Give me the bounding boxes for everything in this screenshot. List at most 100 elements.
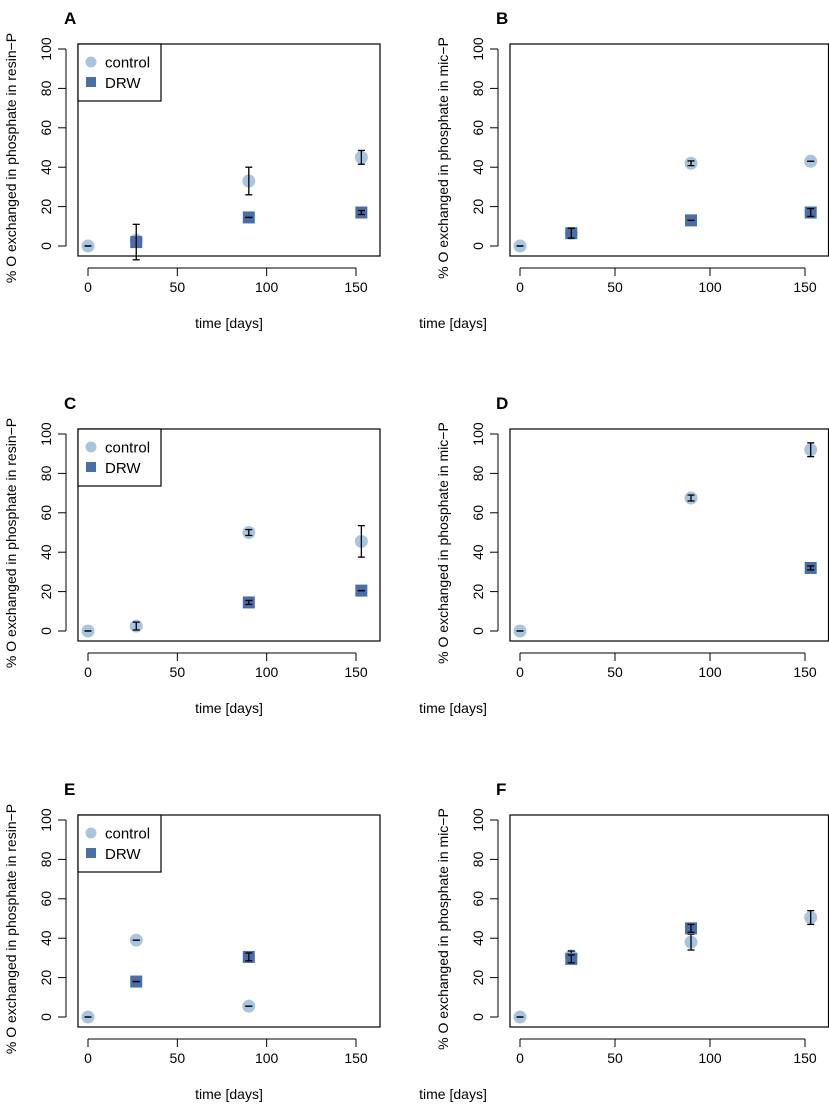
y-axis-title: % O exchanged in phosphate in mic−P	[435, 422, 451, 664]
x-tick-label: 0	[516, 664, 524, 680]
x-tick-label: 50	[607, 279, 623, 295]
x-tick-label: 100	[698, 1050, 722, 1066]
x-tick-label: 150	[344, 279, 368, 295]
y-tick-label: 20	[38, 584, 54, 600]
y-tick-label: 20	[38, 199, 54, 215]
series-drw	[804, 561, 817, 574]
x-axis-title: time [days]	[419, 315, 487, 331]
plot-frame	[509, 814, 829, 1028]
legend-marker-drw	[86, 77, 96, 87]
y-tick-label: 100	[470, 808, 486, 832]
x-tick-label: 50	[607, 1050, 623, 1066]
panel-letter: E	[64, 780, 75, 799]
x-tick-label: 150	[793, 664, 817, 680]
plot-frame	[509, 43, 829, 257]
legend-marker-control	[85, 56, 97, 68]
legend-box	[77, 43, 162, 102]
y-tick-label: 60	[38, 505, 54, 521]
x-tick-label: 50	[170, 279, 186, 295]
x-axis-title: time [days]	[195, 700, 263, 716]
y-axis-title: % O exchanged in phosphate in resin−P	[3, 33, 19, 283]
y-tick-label: 100	[38, 808, 54, 832]
x-tick-label: 100	[255, 1050, 279, 1066]
x-axis-title: time [days]	[419, 700, 487, 716]
y-tick-label: 0	[38, 242, 54, 250]
plot-frame	[77, 814, 381, 1028]
x-tick-label: 0	[84, 1050, 92, 1066]
panel-letter: A	[64, 9, 76, 28]
y-tick-label: 80	[38, 851, 54, 867]
y-tick-label: 40	[38, 544, 54, 560]
series-control	[81, 149, 368, 253]
legend: control DRW	[77, 428, 162, 487]
y-tick-label: 40	[38, 930, 54, 946]
y-tick-label: 80	[38, 80, 54, 96]
panel-letter: F	[496, 780, 506, 799]
series-control	[81, 933, 256, 1024]
x-tick-label: 100	[255, 279, 279, 295]
y-tick-label: 80	[470, 80, 486, 96]
legend-box	[77, 428, 162, 487]
x-tick-label: 0	[84, 664, 92, 680]
y-axis-title: % O exchanged in phosphate in resin−P	[3, 804, 19, 1054]
y-tick-label: 0	[38, 1013, 54, 1021]
legend-marker-control	[85, 827, 97, 839]
panel-e: E 0 20 40 60 80 100 0 50 100 150 time [days] % O exc…	[3, 780, 381, 1102]
y-tick-label: 100	[470, 422, 486, 446]
legend: control DRW	[77, 43, 162, 102]
y-tick-label: 100	[470, 37, 486, 61]
y-tick-label: 0	[470, 1013, 486, 1021]
legend-label-drw: DRW	[105, 75, 141, 92]
y-tick-label: 20	[470, 970, 486, 986]
legend: control DRW	[77, 814, 162, 873]
x-tick-label: 50	[170, 1050, 186, 1066]
series-control	[513, 909, 818, 1024]
legend-marker-control	[85, 441, 97, 453]
series-control	[513, 154, 818, 253]
panel-d: D 0 20 40 60 80 100 0 50 100 150 time [days] % O exc…	[419, 394, 829, 716]
y-tick-label: 20	[38, 970, 54, 986]
y-axis-title: % O exchanged in phosphate in resin−P	[3, 418, 19, 668]
x-tick-label: 0	[516, 279, 524, 295]
y-tick-label: 60	[38, 120, 54, 136]
panel-letter: B	[496, 9, 508, 28]
series-drw	[242, 584, 368, 609]
y-tick-label: 60	[470, 891, 486, 907]
legend-label-drw: DRW	[105, 846, 141, 863]
x-tick-label: 100	[698, 279, 722, 295]
panel-f: F 0 20 40 60 80 100 0 50 100 150 time [days] % O exc…	[419, 780, 829, 1102]
legend-label-control: control	[105, 440, 150, 457]
y-tick-label: 80	[470, 851, 486, 867]
series-drw	[565, 922, 697, 965]
y-tick-label: 40	[470, 930, 486, 946]
x-axis-title: time [days]	[419, 1086, 487, 1102]
y-tick-label: 60	[470, 505, 486, 521]
x-tick-label: 150	[793, 279, 817, 295]
legend-label-drw: DRW	[105, 460, 141, 477]
x-axis-title: time [days]	[195, 1086, 263, 1102]
series-control	[81, 524, 368, 638]
x-axis-title: time [days]	[195, 315, 263, 331]
x-tick-label: 50	[170, 664, 186, 680]
y-tick-label: 0	[38, 627, 54, 635]
y-axis-title: % O exchanged in phosphate in mic−P	[435, 37, 451, 279]
x-tick-label: 0	[516, 1050, 524, 1066]
legend-label-control: control	[105, 826, 150, 843]
y-axis-title: % O exchanged in phosphate in mic−P	[435, 808, 451, 1050]
y-tick-label: 100	[38, 422, 54, 446]
legend-marker-drw	[86, 462, 96, 472]
plot-frame	[509, 428, 829, 642]
y-tick-label: 0	[470, 627, 486, 635]
x-tick-label: 0	[84, 279, 92, 295]
y-tick-label: 60	[470, 120, 486, 136]
series-drw	[130, 206, 368, 261]
x-tick-label: 100	[698, 664, 722, 680]
series-drw	[565, 206, 817, 240]
panel-letter: D	[496, 394, 508, 413]
x-tick-label: 150	[793, 1050, 817, 1066]
y-tick-label: 60	[38, 891, 54, 907]
y-tick-label: 20	[470, 199, 486, 215]
y-tick-label: 80	[38, 465, 54, 481]
x-tick-label: 150	[344, 664, 368, 680]
